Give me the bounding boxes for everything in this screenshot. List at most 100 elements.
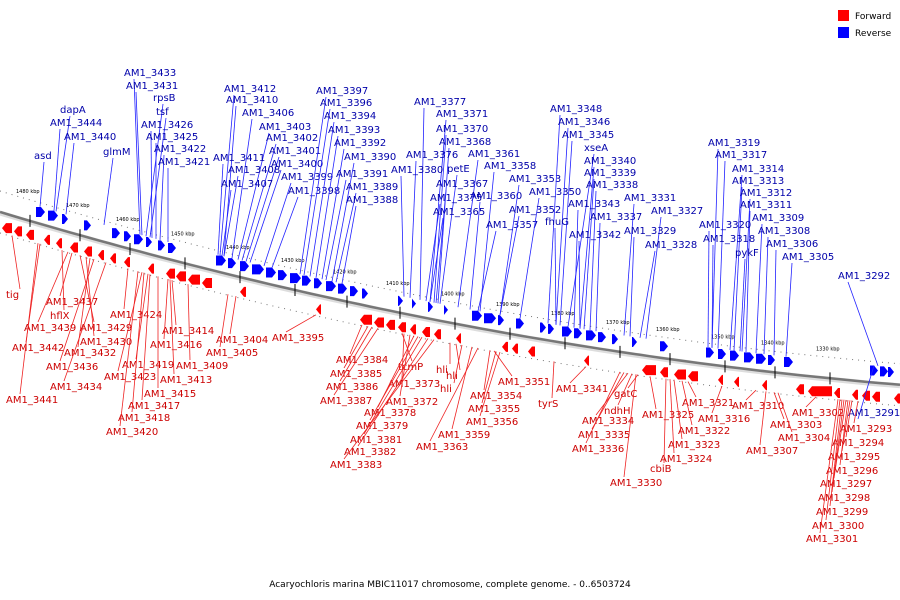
reverse-gene-arrow[interactable] (756, 353, 766, 364)
reverse-gene-arrow[interactable] (290, 273, 301, 284)
reverse-gene-label[interactable]: AM1_3410 (226, 95, 278, 106)
reverse-gene-label[interactable]: AM1_3361 (468, 149, 520, 160)
reverse-gene-arrow[interactable] (730, 350, 739, 361)
reverse-gene-label[interactable]: AM1_3394 (324, 111, 376, 122)
reverse-gene-label[interactable]: AM1_3353 (509, 174, 561, 185)
forward-gene-label[interactable]: AM1_3429 (80, 323, 132, 334)
reverse-gene-label[interactable]: AM1_3399 (281, 172, 333, 183)
reverse-gene-label[interactable]: AM1_3327 (651, 206, 703, 217)
forward-gene-label[interactable]: AM1_3341 (556, 384, 608, 395)
forward-gene-label[interactable]: AM1_3336 (572, 444, 624, 455)
reverse-gene-label[interactable]: AM1_3377 (414, 97, 466, 108)
forward-gene-arrow[interactable] (852, 389, 858, 400)
reverse-gene-arrow[interactable] (350, 286, 358, 297)
reverse-gene-arrow[interactable] (784, 356, 793, 367)
reverse-gene-label[interactable]: AM1_3408 (228, 165, 280, 176)
forward-gene-arrow[interactable] (188, 274, 200, 285)
reverse-gene-arrow[interactable] (228, 258, 236, 269)
forward-gene-label[interactable]: AM1_3334 (582, 416, 634, 427)
reverse-gene-label[interactable]: AM1_3431 (126, 81, 178, 92)
reverse-gene-label[interactable]: AM1_3396 (320, 98, 372, 109)
forward-gene-arrow[interactable] (148, 263, 154, 274)
reverse-gene-arrow[interactable] (124, 231, 131, 242)
reverse-gene-label[interactable]: AM1_3426 (141, 120, 193, 131)
forward-gene-label[interactable]: AM1_3355 (468, 404, 520, 415)
forward-gene-label[interactable]: AM1_3321 (682, 398, 734, 409)
reverse-gene-label[interactable]: AM1_3309 (752, 213, 804, 224)
reverse-gene-label[interactable]: AM1_3340 (584, 156, 636, 167)
reverse-gene-arrow[interactable] (428, 301, 433, 312)
reverse-gene-label[interactable]: AM1_3368 (439, 137, 491, 148)
forward-gene-label[interactable]: hli (440, 384, 452, 395)
reverse-gene-arrow[interactable] (586, 330, 596, 341)
reverse-gene-label[interactable]: AM1_3411 (213, 153, 265, 164)
forward-gene-arrow[interactable] (434, 329, 441, 340)
forward-gene-arrow[interactable] (56, 238, 62, 249)
forward-gene-label[interactable]: AM1_3423 (104, 372, 156, 383)
reverse-gene-arrow[interactable] (744, 352, 754, 363)
forward-gene-label[interactable]: AM1_3413 (160, 375, 212, 386)
reverse-gene-arrow[interactable] (472, 310, 482, 321)
reverse-gene-arrow[interactable] (36, 206, 45, 217)
reverse-gene-arrow[interactable] (574, 328, 582, 339)
forward-gene-label[interactable]: AM1_3304 (778, 433, 830, 444)
reverse-gene-label[interactable]: AM1_3367 (436, 179, 488, 190)
reverse-gene-label[interactable]: AM1_3371 (436, 109, 488, 120)
forward-gene-label[interactable]: AM1_3307 (746, 446, 798, 457)
reverse-gene-label[interactable]: AM1_3328 (645, 240, 697, 251)
forward-gene-label[interactable]: AM1_3325 (642, 410, 694, 421)
forward-gene-arrow[interactable] (642, 365, 656, 376)
forward-gene-arrow[interactable] (14, 226, 22, 237)
forward-gene-label[interactable]: AM1_3436 (46, 362, 98, 373)
reverse-gene-label[interactable]: rpsB (153, 93, 176, 104)
reverse-gene-label[interactable]: AM1_3331 (624, 193, 676, 204)
forward-gene-label[interactable]: AM1_3441 (6, 395, 58, 406)
forward-gene-label[interactable]: AM1_3384 (336, 355, 388, 366)
reverse-gene-label[interactable]: AM1_3388 (346, 195, 398, 206)
forward-gene-arrow[interactable] (410, 324, 416, 335)
reverse-gene-label[interactable]: AM1_3306 (766, 239, 818, 250)
forward-gene-label[interactable]: AM1_3302 (792, 408, 844, 419)
reverse-gene-arrow[interactable] (548, 323, 554, 334)
forward-gene-label[interactable]: AM1_3359 (438, 430, 490, 441)
reverse-gene-arrow[interactable] (516, 318, 524, 329)
forward-gene-arrow[interactable] (124, 257, 130, 268)
reverse-gene-label[interactable]: AM1_3392 (334, 138, 386, 149)
reverse-gene-arrow[interactable] (718, 349, 726, 360)
forward-gene-label[interactable]: AM1_3373 (388, 379, 440, 390)
reverse-gene-label[interactable]: AM1_3389 (346, 182, 398, 193)
forward-gene-label[interactable]: AM1_3386 (326, 382, 378, 393)
reverse-gene-arrow[interactable] (168, 243, 176, 254)
forward-gene-arrow[interactable] (808, 386, 832, 397)
forward-gene-label[interactable]: gatC (614, 389, 637, 400)
reverse-gene-arrow[interactable] (398, 295, 403, 306)
forward-gene-arrow[interactable] (512, 343, 518, 354)
forward-gene-arrow[interactable] (26, 229, 34, 240)
reverse-gene-arrow[interactable] (362, 288, 368, 299)
forward-gene-label[interactable]: AM1_3297 (820, 479, 872, 490)
forward-gene-arrow[interactable] (660, 367, 668, 378)
forward-gene-label[interactable]: AM1_3432 (64, 348, 116, 359)
reverse-gene-label[interactable]: AM1_3412 (224, 84, 276, 95)
reverse-gene-label[interactable]: AM1_3407 (221, 179, 273, 190)
forward-gene-label[interactable]: AM1_3294 (832, 438, 884, 449)
forward-gene-label[interactable]: AM1_3298 (818, 493, 870, 504)
reverse-gene-label[interactable]: AM1_3375 (430, 193, 482, 204)
forward-gene-arrow[interactable] (834, 388, 840, 399)
forward-gene-arrow[interactable] (316, 304, 321, 315)
reverse-gene-label[interactable]: AM1_3291 (848, 408, 900, 419)
reverse-gene-arrow[interactable] (314, 278, 322, 289)
forward-gene-label[interactable]: AM1_3295 (828, 452, 880, 463)
forward-gene-label[interactable]: AM1_3351 (498, 377, 550, 388)
reverse-gene-label[interactable]: AM1_3292 (838, 271, 890, 282)
reverse-gene-label[interactable]: AM1_3318 (703, 234, 755, 245)
forward-gene-label[interactable]: AM1_3383 (330, 460, 382, 471)
forward-gene-label[interactable]: AM1_3417 (128, 401, 180, 412)
reverse-gene-arrow[interactable] (444, 304, 448, 315)
reverse-gene-arrow[interactable] (338, 283, 347, 294)
forward-gene-label[interactable]: AM1_3301 (806, 534, 858, 545)
forward-gene-arrow[interactable] (762, 380, 767, 391)
forward-gene-arrow[interactable] (688, 371, 698, 382)
forward-gene-label[interactable]: AM1_3416 (150, 340, 202, 351)
forward-gene-arrow[interactable] (374, 317, 384, 328)
